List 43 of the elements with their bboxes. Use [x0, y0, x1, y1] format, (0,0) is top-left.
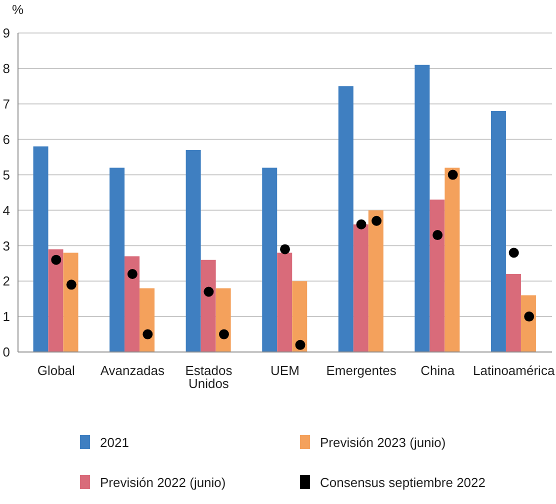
y-tick-label: 3	[2, 238, 10, 254]
bar	[140, 288, 155, 352]
bar	[444, 168, 460, 352]
y-tick-label: 0	[2, 344, 10, 360]
y-tick-label: 7	[2, 96, 10, 112]
y-tick-label: 1	[2, 309, 10, 324]
bar	[63, 252, 78, 352]
y-tick-label: 9	[2, 26, 10, 41]
bar	[506, 274, 521, 352]
bar	[338, 86, 354, 352]
bar	[186, 150, 201, 352]
x-tick-label: Estados Unidos	[185, 363, 233, 392]
bar	[490, 110, 506, 352]
y-tick-label: 8	[2, 61, 10, 76]
bar	[48, 249, 64, 352]
bar	[200, 260, 216, 352]
bar	[110, 168, 125, 352]
bar	[216, 288, 231, 352]
legend-label: Previsión 2023 (junio)	[320, 434, 446, 450]
x-tick-label: Avanzadas	[100, 363, 165, 378]
bar	[430, 200, 445, 352]
bar	[292, 281, 308, 352]
legend-label: 2021	[100, 434, 129, 450]
y-tick-label: 5	[2, 167, 10, 182]
bar	[520, 295, 536, 352]
legend-label: Previsión 2022 (junio)	[100, 474, 226, 490]
x-tick-label: Global	[37, 363, 76, 378]
bar	[33, 146, 48, 352]
x-tick-label: UEM	[270, 363, 300, 378]
y-tick-label: 4	[2, 202, 10, 218]
bar	[353, 224, 368, 352]
x-tick-label: China	[420, 363, 456, 378]
bar	[124, 256, 140, 352]
y-tick-label: 6	[2, 132, 10, 147]
bar	[277, 252, 292, 352]
x-tick-label: Emergentes	[326, 363, 397, 378]
legend-label: Consensus septiembre 2022	[320, 474, 486, 490]
bar	[414, 64, 430, 352]
bar	[368, 210, 384, 352]
bar	[262, 168, 278, 352]
x-tick-label: Latinoamérica	[473, 363, 556, 378]
y-axis-title: %	[12, 2, 24, 17]
y-tick-label: 2	[2, 274, 10, 289]
